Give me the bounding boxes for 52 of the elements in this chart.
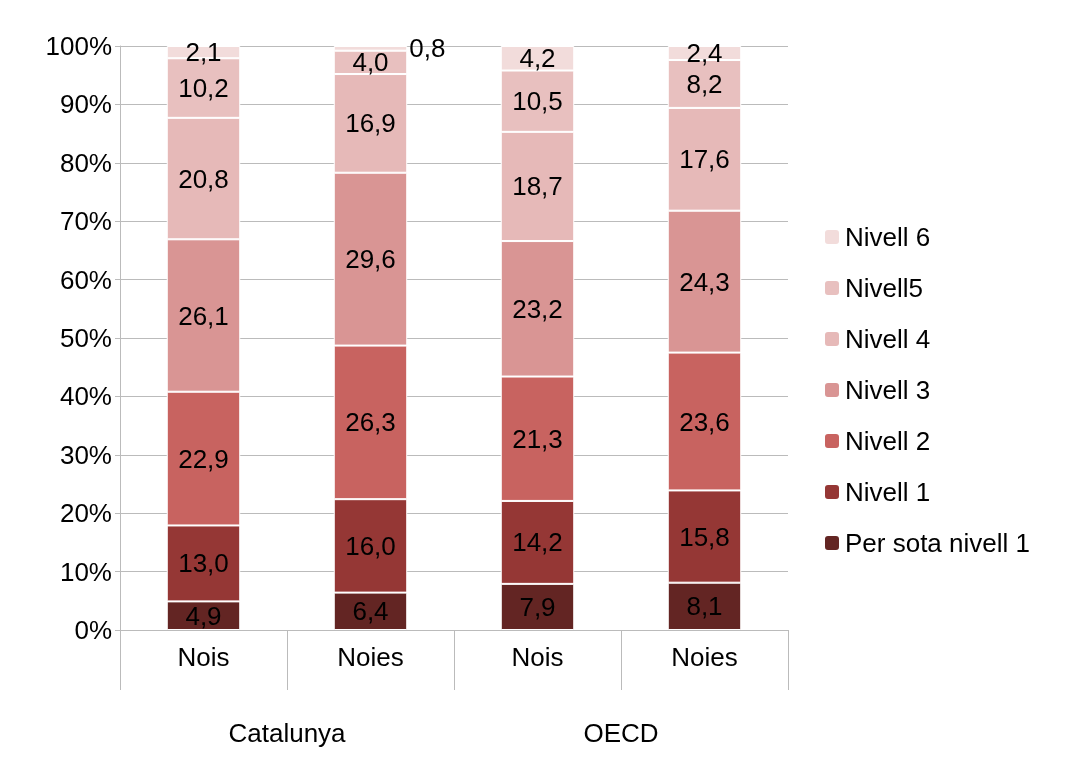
- y-tick-label: 0%: [74, 615, 112, 645]
- data-label: 17,6: [679, 144, 730, 175]
- data-label: 16,9: [345, 108, 396, 139]
- legend-label: Nivell5: [845, 273, 924, 303]
- data-label: 10,5: [512, 86, 563, 117]
- data-label: 18,7: [512, 171, 563, 202]
- legend-label: Per sota nivell 1: [845, 528, 1030, 558]
- legend-label: Nivell 1: [845, 477, 931, 507]
- data-label: 13,0: [178, 548, 229, 579]
- y-tick-label: 50%: [59, 323, 112, 353]
- y-tick-label: 10%: [59, 556, 112, 587]
- y-tick-label: 20%: [59, 498, 112, 529]
- legend-label: Nivell 6: [845, 222, 931, 252]
- data-label: 4,0: [352, 47, 389, 78]
- data-label: 4,2: [519, 43, 556, 74]
- data-label: 7,9: [519, 591, 556, 622]
- text: Catalunya: [228, 718, 347, 748]
- data-label: 15,8: [679, 521, 730, 552]
- x-tick-label: Noies: [671, 642, 738, 672]
- data-label: 6,4: [352, 596, 389, 627]
- data-label: 21,3: [512, 423, 563, 454]
- data-label: 16,0: [345, 530, 396, 561]
- legend-label: Nivell 4: [845, 324, 931, 354]
- data-label: 2,4: [686, 38, 723, 69]
- data-label: 24,3: [679, 266, 730, 297]
- y-tick-label: 100%: [45, 31, 112, 61]
- x-tick-label: Nois: [177, 642, 230, 672]
- y-tick-label: 60%: [59, 264, 112, 295]
- y-tick-label: 40%: [59, 381, 112, 412]
- data-label: 29,6: [345, 244, 396, 275]
- legend-label: Nivell 3: [845, 375, 931, 405]
- data-label: 26,3: [345, 407, 396, 438]
- data-label: 14,2: [512, 527, 563, 558]
- x-tick-label: Noies: [337, 642, 404, 672]
- data-label: 4,9: [185, 600, 222, 631]
- data-label: 10,2: [178, 73, 229, 104]
- x-tick-label: Nois: [511, 642, 564, 672]
- y-tick-label: 30%: [59, 439, 112, 470]
- data-label: 0,8: [409, 33, 446, 64]
- data-label: 23,2: [512, 293, 563, 324]
- data-label: 2,1: [185, 37, 222, 68]
- data-label: 23,6: [679, 406, 730, 437]
- data-label: 26,1: [178, 300, 229, 331]
- y-tick-label: 80%: [59, 147, 112, 178]
- legend-label: Nivell 2: [845, 426, 931, 456]
- text: OECD: [583, 718, 659, 748]
- data-label: 8,1: [686, 591, 723, 622]
- y-tick-label: 90%: [59, 89, 112, 120]
- data-label: 8,2: [686, 68, 723, 99]
- data-label: 22,9: [178, 443, 229, 474]
- data-label: 20,8: [178, 163, 229, 194]
- y-tick-label: 70%: [59, 206, 112, 237]
